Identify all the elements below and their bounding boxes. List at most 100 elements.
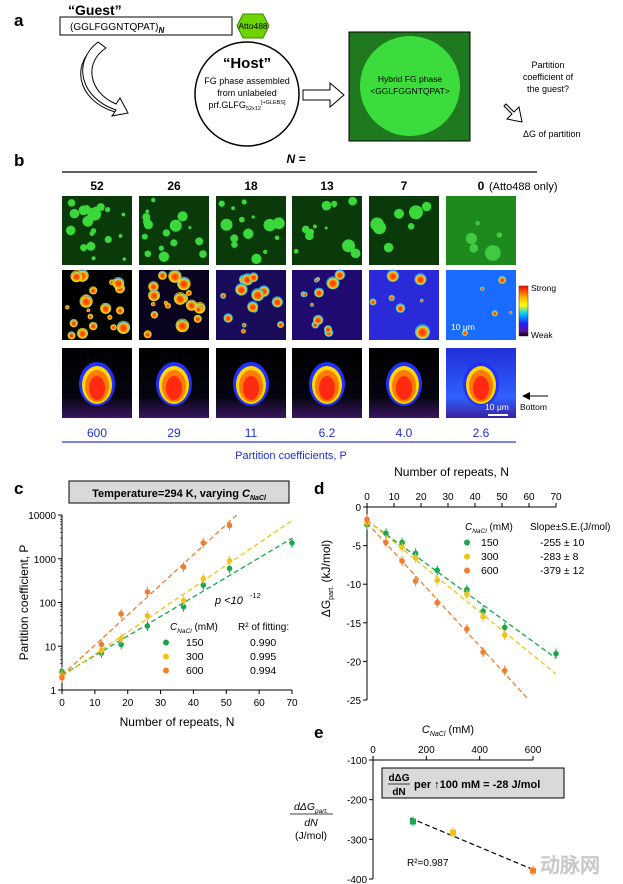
column-header-26: 26 — [167, 179, 181, 193]
green-droplet — [241, 199, 247, 205]
x-tick-label-d: 30 — [442, 492, 454, 503]
legend-header-d-unit: (mM) — [487, 522, 513, 533]
annotation-c: p <10 — [214, 595, 244, 607]
y-label-d-main: ΔG — [319, 600, 333, 617]
y-label-d-unit: (kJ/mol) — [319, 540, 333, 586]
x-tick-label-d: 10 — [388, 492, 400, 503]
x-tick-label-d: 40 — [469, 492, 481, 503]
heatmap-droplet — [508, 310, 513, 315]
dg-label: ΔG of partition — [523, 129, 581, 139]
heatmap-droplet — [251, 288, 265, 302]
green-droplet — [89, 208, 102, 221]
point-d-150 — [383, 530, 389, 537]
heatmap-droplet — [70, 270, 83, 283]
side-droplet-center — [473, 376, 489, 400]
green-droplet — [121, 212, 126, 217]
x-tick-label-e: 400 — [471, 745, 488, 756]
partition-value-52: 600 — [87, 426, 107, 440]
heatmap-droplet — [158, 270, 167, 280]
arrow-down-right-icon — [503, 103, 523, 123]
point-e — [410, 818, 416, 825]
legend-label-d-600: 600 — [481, 565, 499, 577]
chart-e-box-top: dΔG — [388, 773, 409, 784]
heatmap-droplet — [193, 314, 202, 323]
r2-text-e: R²=0.987 — [407, 858, 449, 869]
heatmap-droplet — [88, 321, 98, 331]
x-tick-label-c: 60 — [254, 698, 266, 709]
hybrid-line1: Hybrid FG phase — [378, 74, 443, 84]
heatmap-droplet — [388, 294, 395, 302]
x-label-c: Number of repeats, N — [120, 715, 235, 729]
annotation-c-exp: -12 — [250, 591, 261, 600]
green-droplet — [301, 225, 310, 234]
chart-e-box — [381, 767, 565, 799]
chart-e-box-rest: per ↑100 mM = -28 J/mol — [414, 779, 540, 791]
point-c-600 — [180, 564, 187, 570]
green-droplet — [243, 228, 254, 239]
x-tick-label-c: 40 — [188, 698, 200, 709]
green-droplet — [238, 216, 245, 223]
side-droplet-center — [166, 376, 182, 400]
y-tick-label-d: -10 — [347, 580, 362, 591]
green-droplet — [169, 219, 182, 232]
chart-e-box-bottom: dN — [392, 787, 405, 798]
heatmap-droplet — [148, 289, 161, 302]
scale-bar-row2-label: 10 μm — [451, 322, 475, 332]
heatmap-droplet — [67, 331, 76, 340]
y-label-e-line3: (J/mol) — [295, 830, 327, 842]
heatmap-droplet — [177, 276, 191, 291]
guest-sequence: (GGLFGGNTQPAT)N — [70, 22, 165, 35]
point-d-600 — [434, 599, 441, 606]
green-droplet — [348, 196, 357, 206]
y-label-d: ΔGpart. (kJ/mol) — [319, 540, 335, 617]
x-label-e-unit: (mM) — [445, 724, 474, 736]
point-c-150 — [289, 540, 295, 546]
point-c-150 — [144, 623, 151, 629]
green-droplet — [251, 215, 255, 219]
colorbar-strong: Strong — [531, 283, 556, 293]
column-headers: 52 26 18 13 7 0 (Atto488 only) — [90, 179, 557, 193]
point-d-600 — [412, 578, 419, 584]
legend-label-c-600: 600 — [186, 665, 204, 677]
guest-title: “Guest” — [68, 2, 122, 18]
column-header-7: 7 — [401, 179, 408, 193]
hybrid-line2: <GGLFGGNTQPAT> — [370, 86, 450, 96]
heatmap-droplet — [334, 269, 346, 281]
y-tick-label-e: -100 — [347, 756, 367, 767]
legend-header-d-right: Slope±S.E.(J/mol) — [530, 522, 611, 533]
green-droplet — [158, 245, 165, 251]
point-d-150 — [480, 608, 486, 615]
green-droplet — [484, 245, 501, 261]
host-title: “Host” — [223, 55, 271, 72]
green-droplet — [469, 243, 479, 253]
heatmap-droplet — [314, 287, 324, 298]
green-droplet — [188, 225, 192, 230]
legend-label-c-300: 300 — [186, 651, 204, 663]
legend-marker-d-150 — [464, 539, 470, 546]
legend-slope-d-150: -255 ± 10 — [540, 537, 584, 549]
heatmap-droplet — [309, 302, 315, 307]
point-e — [450, 829, 456, 836]
point-c-150 — [226, 565, 233, 572]
green-droplet — [407, 223, 415, 230]
x-tick-label-d: 70 — [550, 492, 562, 503]
y-tick-label-c: 10 — [45, 642, 57, 653]
legend-header-d-left: C — [465, 522, 473, 533]
green-droplet — [104, 235, 112, 244]
legend-r2-c-150: 0.990 — [250, 637, 276, 649]
heatmap-droplet — [461, 329, 469, 337]
green-droplet — [69, 208, 80, 219]
point-c-300 — [118, 635, 124, 642]
legend-r2-c-600: 0.994 — [250, 665, 276, 677]
host-line3: prf.GLFG52x12[+GLEBS] — [208, 100, 286, 112]
question-line2: coefficient of — [523, 72, 574, 82]
green-droplet — [220, 218, 233, 231]
green-droplet — [141, 233, 148, 240]
heatmap-droplet — [369, 298, 377, 306]
heatmap-droplet — [419, 298, 424, 303]
heatmap-droplet — [194, 305, 203, 314]
column-header-18: 18 — [244, 179, 258, 193]
x-label-e-sub: NaCl — [430, 731, 446, 738]
legend-header-c-unit: (mM) — [192, 622, 218, 633]
y-tick-label-d: -20 — [347, 657, 362, 668]
